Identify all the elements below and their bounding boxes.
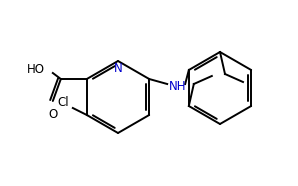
Text: N: N xyxy=(114,62,122,75)
Text: Cl: Cl xyxy=(57,95,69,108)
Text: HO: HO xyxy=(27,62,45,76)
Text: O: O xyxy=(48,108,58,121)
Text: NH: NH xyxy=(168,81,186,94)
